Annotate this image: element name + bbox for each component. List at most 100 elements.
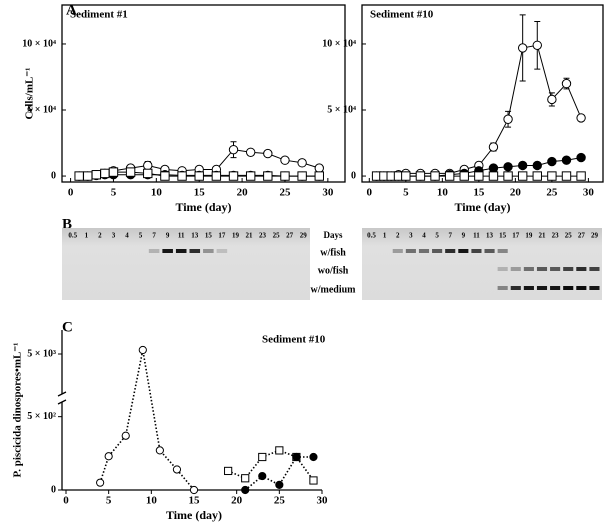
- marker-circle: [245, 147, 256, 157]
- gel-image: [362, 228, 602, 300]
- x-tick-label: 25: [274, 495, 286, 507]
- x-tick-label: 0: [63, 495, 69, 507]
- x-axis-label: Time (day): [454, 200, 510, 214]
- marker-circle: [143, 160, 153, 171]
- marker-square: [297, 171, 307, 181]
- x-tick-label: 20: [510, 187, 522, 199]
- gel-image: [62, 228, 310, 300]
- gel-lane-label: 13: [191, 232, 199, 240]
- marker-square: [415, 171, 426, 181]
- gel-band: [510, 286, 521, 290]
- gel-lane-label: 29: [300, 232, 308, 240]
- gel-lane-label: 25: [565, 232, 573, 240]
- marker-circle: [503, 114, 513, 124]
- gel-band: [523, 286, 534, 290]
- x-tick-label: 30: [322, 187, 334, 199]
- gel-lane-label: 9: [166, 232, 170, 240]
- marker-square: [91, 170, 102, 180]
- gel-band: [550, 286, 561, 290]
- marker-circle: [488, 163, 499, 173]
- marker-square: [228, 171, 239, 181]
- gel-days-label: Days: [323, 230, 342, 240]
- marker-square: [430, 171, 440, 181]
- gel-band: [392, 249, 403, 253]
- gel-band: [563, 286, 574, 290]
- gel-band: [497, 249, 508, 253]
- marker-square: [561, 171, 572, 181]
- marker-square: [177, 171, 187, 181]
- gel-band: [589, 286, 600, 290]
- gel-band: [510, 267, 521, 271]
- x-tick-label: 15: [194, 187, 206, 199]
- gel-band: [576, 267, 587, 271]
- gel-lane-label: 19: [232, 232, 240, 240]
- gel-band: [550, 267, 561, 271]
- marker-square: [194, 171, 204, 181]
- marker-circle: [121, 431, 130, 440]
- marker-square: [224, 466, 233, 476]
- gel-band: [216, 249, 228, 253]
- gel-lane-label: 25: [273, 232, 281, 240]
- gel-lane-label: 3: [409, 232, 413, 240]
- marker-circle: [576, 152, 586, 163]
- gel-lane-label: 0.5: [367, 232, 376, 240]
- marker-circle: [172, 465, 182, 474]
- x-tick-label: 15: [189, 495, 201, 507]
- marker-circle: [488, 142, 499, 152]
- marker-square: [280, 171, 290, 181]
- panel-label: C: [62, 319, 73, 335]
- marker-square: [576, 171, 586, 181]
- gel-band: [432, 249, 443, 253]
- series-line: [376, 44, 582, 177]
- gel-lane-label: 21: [539, 232, 547, 240]
- x-tick-label: 0: [68, 187, 74, 199]
- gel-lane-label: 15: [499, 232, 507, 240]
- gel-band: [484, 249, 495, 253]
- marker-circle: [309, 452, 318, 462]
- axis-break: [57, 391, 67, 397]
- marker-circle: [517, 160, 528, 171]
- gel-band: [189, 249, 201, 253]
- gel-band: [589, 267, 600, 271]
- marker-circle: [96, 478, 105, 487]
- gel-row-label: wo/fish: [318, 265, 349, 276]
- plot-frame: [361, 4, 604, 183]
- gel-lane-label: 15: [205, 232, 213, 240]
- gel-band: [162, 249, 173, 253]
- gel-lane-label: 17: [512, 232, 520, 240]
- marker-circle: [576, 113, 586, 123]
- marker-circle: [104, 452, 113, 461]
- gel-band: [563, 267, 574, 271]
- marker-square: [314, 171, 324, 181]
- gel-lane-label: 23: [259, 232, 267, 240]
- marker-square: [503, 171, 513, 181]
- marker-circle: [189, 485, 199, 495]
- gel-lane-label: 19: [525, 232, 533, 240]
- marker-square: [74, 171, 84, 181]
- gel-lane-label: 27: [578, 232, 586, 240]
- marker-circle: [155, 446, 164, 455]
- x-tick-label: 30: [583, 187, 595, 199]
- gel-row-label: w/medium: [311, 284, 357, 295]
- gel-band: [148, 249, 160, 253]
- gel-band: [536, 267, 548, 271]
- x-tick-label: 10: [151, 187, 163, 199]
- marker-square: [444, 171, 455, 181]
- marker-square: [211, 171, 222, 181]
- marker-circle: [241, 485, 250, 495]
- gel-lane-label: 4: [125, 232, 129, 240]
- gel-lane-label: 2: [396, 232, 400, 240]
- marker-square: [309, 476, 318, 485]
- gel-lane-label: 21: [246, 232, 254, 240]
- y-axis-label: P. piscicida dinospores•mL⁻¹: [12, 343, 24, 478]
- x-tick-label: 30: [317, 495, 329, 507]
- marker-square: [245, 171, 256, 181]
- gel-band: [576, 286, 587, 290]
- gel-lane-label: 27: [286, 232, 294, 240]
- marker-circle: [263, 148, 273, 159]
- gel-band: [418, 249, 430, 253]
- gel-lane-label: 2: [98, 232, 102, 240]
- gel-lane-label: 5: [139, 232, 143, 240]
- x-tick-label: 10: [437, 187, 449, 199]
